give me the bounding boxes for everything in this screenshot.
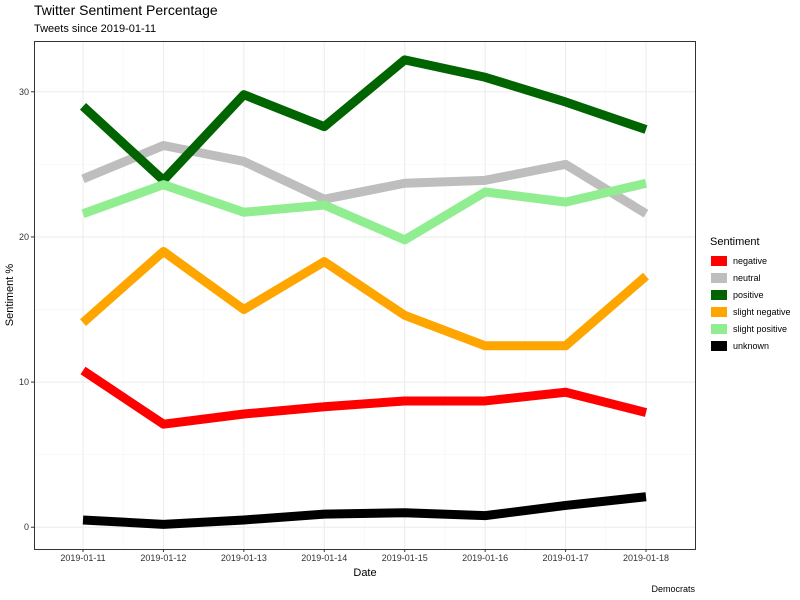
y-tick-label: 0 [24, 522, 29, 532]
legend-label: slight negative [733, 307, 791, 317]
legend-label: neutral [733, 273, 761, 283]
y-tick-label: 20 [19, 232, 29, 242]
x-tick-label: 2019-01-17 [543, 553, 589, 563]
x-tick-label: 2019-01-16 [462, 553, 508, 563]
x-tick-label: 2019-01-12 [140, 553, 186, 563]
series-line-neutral [81, 141, 649, 218]
x-tick-label: 2019-01-11 [60, 553, 105, 563]
series-line-positive [79, 55, 648, 185]
series-line-unknown [82, 492, 647, 529]
chart-caption: Democrats [651, 584, 695, 594]
chart-subtitle: Tweets since 2019-01-11 [34, 23, 156, 35]
legend-label: negative [733, 256, 767, 266]
x-tick-label: 2019-01-14 [301, 553, 347, 563]
x-axis-title: Date [353, 567, 376, 579]
legend-key-slight-positive [711, 324, 727, 334]
plot-panel-border [34, 41, 696, 550]
legend-label: unknown [733, 341, 769, 351]
legend-label: slight positive [733, 324, 787, 334]
series-lines [79, 55, 649, 529]
y-axis: 0 10 20 30 [19, 87, 34, 532]
y-tick-label: 30 [19, 87, 29, 97]
legend-key-neutral [711, 273, 727, 283]
legend-key-unknown [711, 341, 727, 351]
legend: Sentiment negative neutral positive slight … [710, 236, 791, 351]
series-line-slight-negative [80, 246, 649, 351]
y-tick-label: 10 [19, 377, 29, 387]
legend-key-positive [711, 290, 727, 300]
x-tick-label: 2019-01-13 [221, 553, 267, 563]
x-tick-label: 2019-01-18 [623, 553, 669, 563]
x-tick-label: 2019-01-15 [382, 553, 428, 563]
series-line-slight-positive [81, 178, 648, 245]
y-axis-title: Sentiment % [4, 264, 16, 327]
grid [34, 41, 695, 549]
legend-key-slight-negative [711, 307, 727, 317]
x-axis: 2019-01-11 2019-01-12 2019-01-13 2019-01-14… [60, 549, 669, 563]
legend-label: positive [733, 290, 764, 300]
legend-key-negative [711, 256, 727, 266]
chart-title: Twitter Sentiment Percentage [34, 2, 218, 18]
legend-title: Sentiment [710, 236, 760, 248]
series-line-negative [80, 366, 648, 429]
